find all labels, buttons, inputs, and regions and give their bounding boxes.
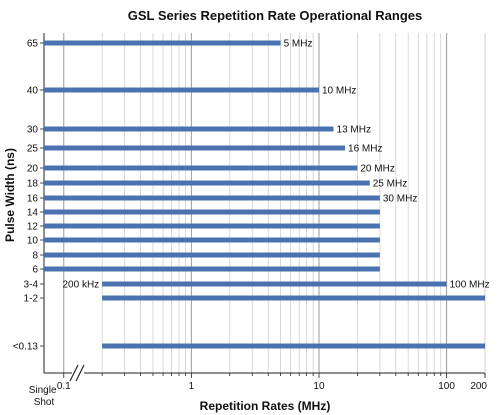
y-tick-label: 1-2 <box>24 294 39 305</box>
y-tick-label: 12 <box>27 222 39 233</box>
y-axis-title: Pulse Width (ns) <box>3 148 17 242</box>
y-tick-label: 8 <box>32 251 38 262</box>
range-bar-1-2 <box>102 295 486 301</box>
y-tick-label: 3-4 <box>24 280 39 291</box>
range-bar-3-4 <box>102 281 447 287</box>
axis-break-slash <box>69 364 79 382</box>
range-bar-8 <box>44 252 380 258</box>
bar-end-label: 100 MHz <box>450 280 490 291</box>
plot-frame <box>43 33 486 382</box>
range-bar-40 <box>44 87 319 93</box>
bar-end-label: 13 MHz <box>337 125 371 136</box>
bar-end-label: 20 MHz <box>360 164 394 175</box>
bar-end-label: 30 MHz <box>383 194 417 205</box>
range-bar-25 <box>44 145 346 151</box>
chart-title: GSL Series Repetition Rate Operational R… <box>128 8 423 23</box>
bar-end-label: 25 MHz <box>373 179 407 190</box>
range-bar-16 <box>44 195 380 201</box>
range-bar-18 <box>44 180 370 186</box>
break-label-line-2: Shot <box>34 397 55 408</box>
x-tick-label: 200 <box>470 381 487 392</box>
x-tick-label: 100 <box>438 381 455 392</box>
y-tick-label: 10 <box>27 236 39 247</box>
range-bars: 5 MHz 10 MHz 13 MHz 16 MHz 20 MHz 25 MHz 30 MH… <box>44 39 490 349</box>
y-tick-label: 20 <box>27 164 39 175</box>
y-tick-label: 25 <box>27 144 39 155</box>
y-tick-label: 6 <box>32 265 38 276</box>
y-tick-label: 16 <box>27 194 39 205</box>
grid-lines <box>63 33 486 373</box>
range-bar--0-13 <box>102 343 486 349</box>
x-axis-break-label: Single Shot <box>29 385 60 408</box>
axis-break-slash <box>75 364 85 382</box>
break-label-line-1: Single <box>29 385 57 396</box>
range-bar-20 <box>44 165 358 171</box>
y-tick-label: 30 <box>27 125 39 136</box>
range-bar-30 <box>44 126 334 132</box>
y-tick-labels: 65 40 30 25 20 18 16 14 12 10 8 6 3-4 1-2 <0.13 <box>13 39 44 353</box>
bar-end-label: 16 MHz <box>348 144 382 155</box>
y-tick-label: 14 <box>27 208 39 219</box>
range-bar-10 <box>44 237 380 243</box>
y-tick-label: 65 <box>27 39 39 50</box>
x-axis-title: Repetition Rates (MHz) <box>200 399 331 413</box>
range-bar-6 <box>44 266 380 272</box>
y-tick-label: <0.13 <box>13 342 39 353</box>
range-bar-65 <box>44 40 281 46</box>
y-tick-label: 18 <box>27 179 39 190</box>
x-tick-label: 1 <box>189 381 195 392</box>
bar-start-label: 200 kHz <box>62 280 99 291</box>
bar-end-label: 5 MHz <box>284 39 313 50</box>
y-tick-label: 40 <box>27 86 39 97</box>
x-tick-label: 10 <box>313 381 325 392</box>
x-tick-labels: 0.1 1 10 100 200 <box>57 381 488 392</box>
bar-end-label: 10 MHz <box>322 86 356 97</box>
range-bar-12 <box>44 223 380 229</box>
x-tick-label: 0.1 <box>57 381 71 392</box>
range-bar-14 <box>44 209 380 215</box>
